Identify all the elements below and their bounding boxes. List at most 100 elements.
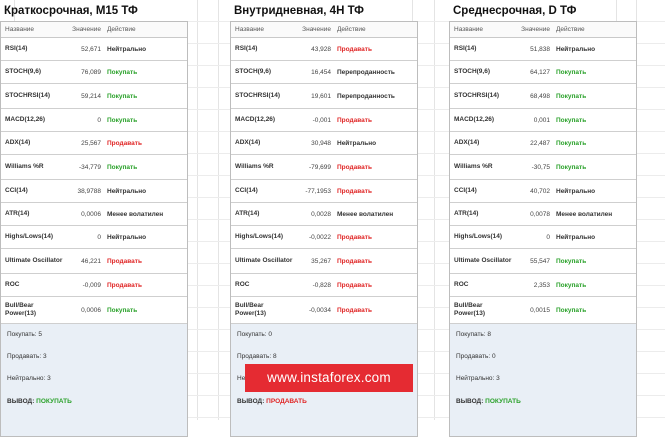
- indicator-name: ROC: [5, 281, 20, 288]
- indicator-value: 68,498: [530, 92, 550, 100]
- indicator-panel: Краткосрочная, М15 ТФ Название Значение Дей…: [0, 0, 188, 437]
- table-row: ROC -0,009 Продавать: [1, 274, 187, 297]
- indicator-action: Покупать: [107, 163, 138, 171]
- indicator-value: 0,0006: [81, 306, 101, 314]
- indicator-name: ADX(14): [235, 139, 261, 146]
- table-row: Bull/Bear Power(13) 0,0006 Покупать: [1, 297, 187, 324]
- verdict-label: ВЫВОД:: [237, 398, 265, 405]
- header-value: Значение: [302, 26, 331, 33]
- indicator-action: Покупать: [107, 92, 138, 100]
- indicator-value: 76,089: [81, 68, 101, 76]
- table-row: ADX(14) 30,948 Нейтрально: [231, 132, 417, 155]
- table-row: ROC 2,353 Покупать: [450, 274, 636, 297]
- indicator-value: 59,214: [81, 92, 101, 100]
- header-name: Название: [5, 25, 35, 33]
- indicator-value: -30,75: [531, 163, 550, 171]
- indicator-name: RSI(14): [5, 45, 28, 52]
- indicator-action: Покупать: [556, 116, 587, 124]
- summary-neutral-count: Нейтрально: 3: [7, 375, 51, 382]
- table-header: Название Значение Действие: [231, 22, 417, 38]
- verdict-label: ВЫВОД:: [7, 398, 35, 405]
- table-row: ADX(14) 25,567 Продавать: [1, 132, 187, 155]
- indicator-action: Перепроданность: [337, 68, 395, 76]
- table-row: Highs/Lows(14) 0 Нейтрально: [1, 226, 187, 249]
- indicator-value: -0,0022: [308, 233, 331, 241]
- indicator-value: 0,0078: [530, 210, 550, 218]
- indicator-name: Ultimate Oscillator: [5, 257, 63, 264]
- indicator-name: ROC: [235, 281, 250, 288]
- table-row: ATR(14) 0,0006 Менее волатилен: [1, 203, 187, 226]
- indicator-name: ROC: [454, 281, 469, 288]
- indicator-action: Продавать: [337, 187, 372, 195]
- indicator-value: 46,221: [81, 257, 101, 265]
- indicator-name: CCI(14): [235, 187, 258, 194]
- header-action: Действие: [337, 26, 366, 33]
- indicator-value: 64,127: [530, 68, 550, 76]
- indicator-value: 38,9788: [77, 187, 102, 195]
- indicator-action: Менее волатилен: [556, 210, 613, 218]
- indicator-panel: Среднесрочная, D ТФ Название Значение Дейст…: [449, 0, 637, 437]
- indicator-value: 19,601: [311, 92, 331, 100]
- verdict-label: ВЫВОД:: [456, 398, 484, 405]
- summary-sell-count: Продавать: 8: [237, 353, 277, 360]
- table-row: Williams %R -30,75 Покупать: [450, 155, 636, 180]
- table-row: ATR(14) 0,0028 Менее волатилен: [231, 203, 417, 226]
- summary-verdict: ВЫВОД: ПОКУПАТЬ: [7, 398, 72, 405]
- indicator-name: Highs/Lows(14): [5, 233, 54, 240]
- indicator-value: 40,702: [530, 187, 550, 195]
- table-row: CCI(14) -77,1953 Продавать: [231, 180, 417, 203]
- indicator-name: STOCH(9,6): [454, 68, 490, 75]
- table-row: CCI(14) 40,702 Нейтрально: [450, 180, 636, 203]
- indicator-action: Продавать: [337, 281, 372, 289]
- indicator-action: Покупать: [556, 68, 587, 76]
- indicator-action: Покупать: [107, 306, 138, 314]
- table-row: STOCH(9,6) 76,089 Покупать: [1, 61, 187, 84]
- summary-box: Покупать: 5 Продавать: 3 Нейтрально: 3 ВЫВО…: [0, 324, 188, 437]
- indicator-table: Название Значение Действие RSI(14) 43,928 Про…: [230, 21, 418, 324]
- header-name: Название: [235, 25, 265, 33]
- table-row: Williams %R -34,779 Покупать: [1, 155, 187, 180]
- table-row: RSI(14) 52,671 Нейтрально: [1, 38, 187, 61]
- indicator-name: ATR(14): [5, 210, 30, 217]
- table-header: Название Значение Действие: [450, 22, 636, 38]
- table-row: STOCHRSI(14) 19,601 Перепроданность: [231, 84, 417, 109]
- table-row: MACD(12,26) -0,001 Продавать: [231, 109, 417, 132]
- indicator-action: Покупать: [556, 257, 587, 265]
- table-row: Bull/Bear Power(13) 0,0015 Покупать: [450, 297, 636, 324]
- indicator-action: Продавать: [337, 306, 372, 314]
- table-row: RSI(14) 51,838 Нейтрально: [450, 38, 636, 61]
- indicator-name: Ultimate Oscillator: [235, 257, 293, 264]
- indicator-action: Покупать: [107, 68, 138, 76]
- indicator-action: Менее волатилен: [337, 210, 394, 218]
- indicator-action: Нейтрально: [556, 187, 596, 195]
- indicator-value: 0,001: [533, 116, 550, 124]
- summary-buy-count: Покупать: 5: [7, 331, 43, 338]
- indicator-value: 0: [97, 116, 101, 124]
- verdict-value: ПОКУПАТЬ: [36, 398, 72, 405]
- indicator-value: 0: [97, 233, 101, 241]
- indicator-action: Покупать: [556, 306, 587, 314]
- summary-neutral-count: Нейтрально: 3: [456, 375, 500, 382]
- indicator-action: Продавать: [337, 45, 372, 53]
- table-row: Williams %R -79,699 Продавать: [231, 155, 417, 180]
- indicator-action: Продавать: [107, 281, 142, 289]
- indicator-table: Название Значение Действие RSI(14) 52,671 Ней…: [0, 21, 188, 324]
- summary-box: Покупать: 8 Продавать: 0 Нейтрально: 3 ВЫВО…: [449, 324, 637, 437]
- table-row: RSI(14) 43,928 Продавать: [231, 38, 417, 61]
- table-header: Название Значение Действие: [1, 22, 187, 38]
- indicator-name: MACD(12,26): [5, 116, 46, 123]
- table-row: Ultimate Oscillator 35,267 Продавать: [231, 249, 417, 274]
- indicator-name: CCI(14): [5, 187, 28, 194]
- grid-line: [218, 0, 219, 420]
- indicator-name: Highs/Lows(14): [454, 233, 503, 240]
- panel-title: Среднесрочная, D ТФ: [453, 5, 577, 17]
- table-row: Bull/Bear Power(13) -0,0034 Продавать: [231, 297, 417, 324]
- indicator-action: Нейтрально: [556, 45, 596, 53]
- indicator-action: Нейтрально: [107, 233, 147, 241]
- table-row: Ultimate Oscillator 46,221 Продавать: [1, 249, 187, 274]
- header-action: Действие: [107, 26, 136, 33]
- indicator-action: Менее волатилен: [107, 210, 164, 218]
- indicator-value: -0,828: [312, 281, 331, 289]
- indicator-name: STOCHRSI(14): [5, 92, 51, 99]
- indicator-action: Продавать: [107, 139, 142, 147]
